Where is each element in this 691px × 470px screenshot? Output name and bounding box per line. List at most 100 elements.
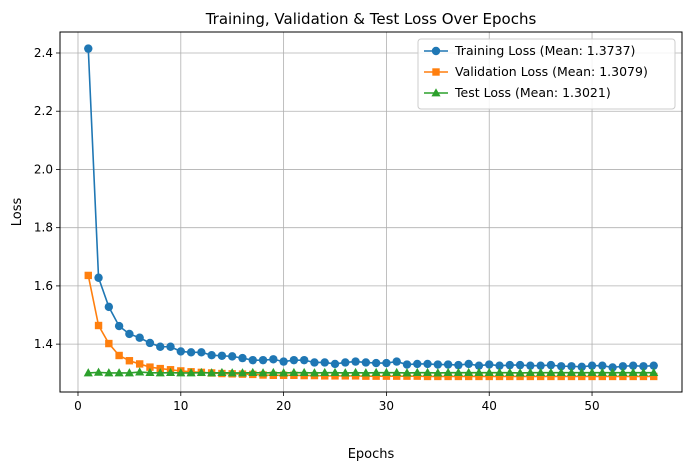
data-point-test [320, 367, 330, 377]
data-point-validation [146, 363, 154, 371]
data-point-training [176, 347, 186, 356]
data-point-test [443, 367, 453, 377]
legend-label-validation: Validation Loss (Mean: 1.3079) [455, 64, 648, 79]
data-point-test [597, 367, 607, 377]
data-point-validation [506, 372, 514, 381]
data-point-training [649, 361, 658, 370]
data-point-training [248, 355, 257, 365]
data-point-test [566, 367, 577, 377]
data-point-test [577, 367, 587, 377]
data-point-test [176, 368, 186, 377]
data-point-test [330, 367, 340, 377]
data-point-test [93, 367, 104, 376]
data-point-validation [434, 372, 442, 381]
y-tick-label: 1.4 [34, 337, 53, 351]
data-point-test [618, 367, 628, 377]
data-point-training [433, 360, 443, 369]
data-point-test [494, 367, 505, 377]
y-tick-label: 2.0 [34, 162, 53, 176]
data-point-test [237, 368, 248, 377]
data-point-training [382, 358, 391, 368]
data-point-training [228, 352, 237, 361]
data-point-test [258, 368, 268, 377]
data-point-test [279, 368, 289, 377]
data-point-test [186, 368, 196, 377]
data-point-training [197, 348, 206, 357]
data-point-training [556, 362, 566, 371]
data-point-training [546, 360, 556, 370]
data-point-test [484, 367, 494, 377]
data-point-training [114, 321, 124, 331]
legend-marker-training [431, 46, 441, 56]
data-point-training [536, 361, 545, 370]
data-point-validation [135, 360, 144, 368]
data-point-test [649, 367, 659, 377]
data-point-validation [598, 372, 607, 381]
data-point-validation [84, 271, 92, 280]
data-point-training [94, 273, 103, 282]
data-point-training [402, 360, 412, 369]
data-point-test [104, 368, 114, 377]
data-point-training [289, 355, 299, 365]
data-point-training [269, 355, 278, 364]
data-point-validation [485, 372, 493, 381]
data-point-test [464, 367, 474, 377]
data-point-training [485, 360, 494, 369]
data-point-test [248, 367, 258, 377]
data-point-validation [547, 372, 555, 381]
data-point-test [638, 367, 649, 377]
data-point-test [351, 367, 361, 377]
data-point-training [608, 363, 617, 372]
series-layer [83, 44, 659, 381]
x-axis-label: Epochs [348, 447, 395, 462]
y-tick-label: 1.6 [34, 279, 53, 293]
data-point-training [156, 342, 165, 351]
legend-label-training: Training Loss (Mean: 1.3737) [454, 43, 635, 58]
data-point-test [83, 368, 93, 377]
data-point-validation [516, 372, 524, 381]
data-point-training [361, 358, 371, 367]
data-point-training [567, 362, 576, 371]
data-point-test [474, 367, 484, 377]
data-point-test [412, 367, 422, 377]
data-point-training [84, 44, 93, 53]
data-point-test [196, 367, 206, 377]
data-point-training [505, 360, 514, 370]
data-point-training [125, 329, 134, 339]
data-point-validation [115, 351, 123, 360]
data-point-training [299, 355, 309, 365]
data-point-training [341, 358, 350, 367]
data-point-test [217, 367, 227, 377]
y-tick-label: 1.8 [34, 221, 53, 235]
chart-title: Training, Validation & Test Loss Over Ep… [205, 10, 537, 28]
data-point-test [371, 367, 381, 377]
data-point-test [422, 367, 433, 377]
data-point-training [392, 357, 401, 366]
data-point-training [310, 358, 319, 367]
data-point-training [474, 361, 484, 370]
data-point-training [217, 351, 227, 360]
data-point-validation [454, 372, 463, 381]
data-point-test [165, 367, 176, 377]
data-point-test [289, 367, 299, 377]
data-point-validation [423, 372, 432, 381]
data-point-validation [608, 372, 617, 381]
data-point-validation [372, 372, 380, 380]
data-point-test [361, 368, 371, 377]
data-point-test [207, 368, 217, 377]
data-point-test [628, 367, 638, 377]
data-point-validation [650, 372, 658, 381]
axis-ticks: 0 10 20 30 40 50 1.4 1.6 1.8 2.0 2.2 2.4 [34, 46, 600, 413]
y-tick-label: 2.2 [34, 104, 53, 118]
data-point-training [238, 353, 247, 363]
data-point-training [104, 302, 114, 312]
data-point-training [279, 357, 288, 366]
data-point-test [536, 367, 546, 377]
data-point-training [258, 355, 268, 365]
data-point-validation [557, 372, 565, 381]
legend-marker-validation [432, 68, 440, 76]
data-point-test [135, 367, 145, 376]
data-point-test [433, 368, 443, 377]
series-test [83, 367, 659, 377]
data-point-training [515, 360, 525, 370]
